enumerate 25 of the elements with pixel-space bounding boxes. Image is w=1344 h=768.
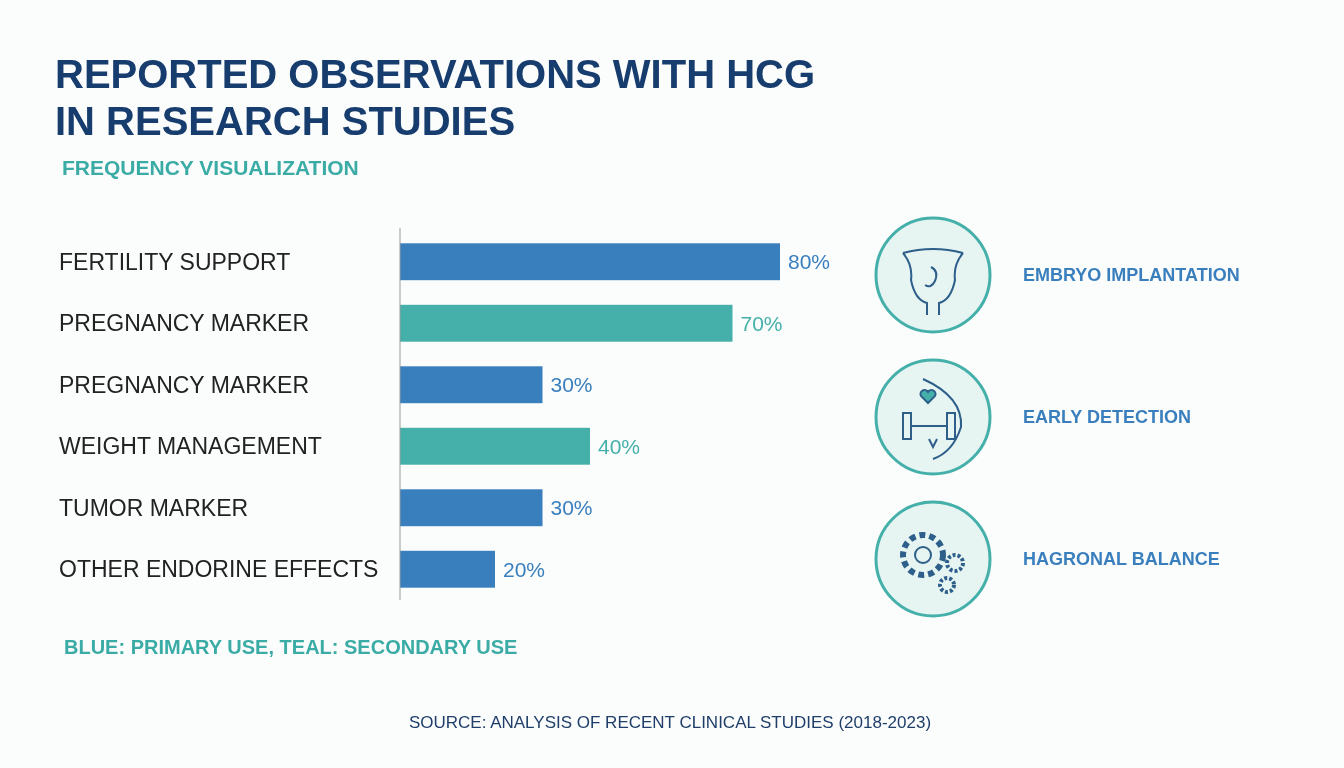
data-label: 70% xyxy=(740,311,783,335)
bar xyxy=(400,427,590,465)
data-label: 20% xyxy=(503,557,546,581)
y-tick-label: PREGNANCY MARKER xyxy=(59,310,310,337)
text: BLUE: PRIMARY USE, TEAL: SECONDARY USE xyxy=(64,636,518,658)
source-note: SOURCE: ANALYSIS OF RECENT CLINICAL STUDIES (2018-2023) xyxy=(408,713,932,732)
bar xyxy=(400,304,733,342)
bar xyxy=(400,550,495,588)
y-tick-label: OTHER ENDORINE EFFECTS xyxy=(59,556,379,583)
data-label: 30% xyxy=(550,373,593,397)
chart-title: REPORTED OBSERVATIONS WITH HCG IN RESEARCH STUDIES xyxy=(55,52,816,143)
y-tick-label: WEIGHT MANAGEMENT xyxy=(59,433,322,460)
bar xyxy=(400,366,543,404)
text: EARLY DETECTION xyxy=(1023,407,1192,428)
bar xyxy=(400,243,780,281)
data-label: 30% xyxy=(550,496,593,520)
y-tick-label: TUMOR MARKER xyxy=(59,494,249,521)
text: FREQUENCY VISUALIZATION xyxy=(62,156,359,179)
y-tick-label: PREGNANCY MARKER xyxy=(59,371,310,398)
bar xyxy=(400,489,543,527)
data-label: 40% xyxy=(598,434,641,458)
data-label: 80% xyxy=(788,250,831,274)
text: HAGRONAL BALANCE xyxy=(1023,549,1220,570)
text: EMBRYO IMPLANTATION xyxy=(1023,265,1240,286)
y-tick-label: FERTILITY SUPPORT xyxy=(59,248,291,275)
